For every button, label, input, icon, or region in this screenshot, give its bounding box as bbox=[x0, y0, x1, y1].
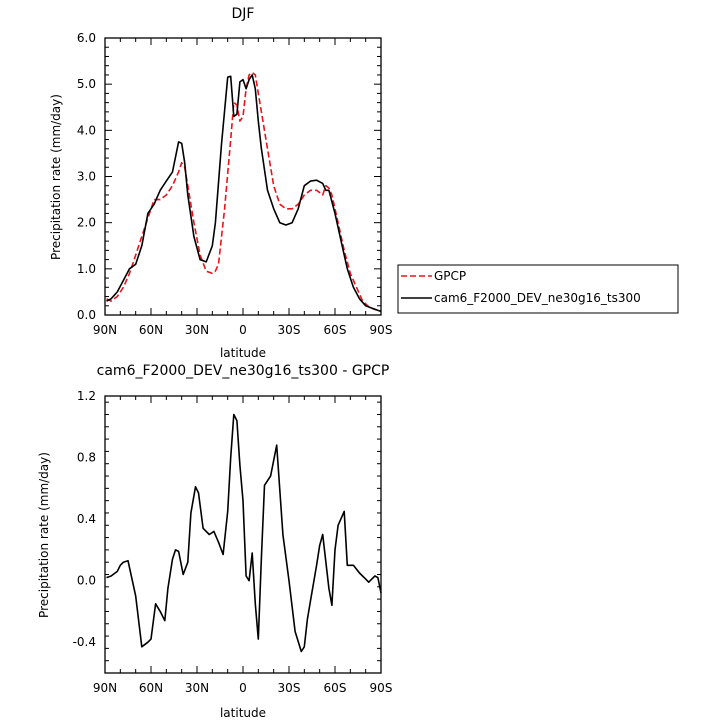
top-x-tick-label: 90N bbox=[93, 323, 117, 337]
bottom-y-axis-label: Precipitation rate (mm/day) bbox=[37, 452, 51, 618]
top-y-tick-label: 1.0 bbox=[77, 262, 96, 276]
bottom-x-tick-label: 60N bbox=[139, 681, 163, 695]
top-x-tick-label: 90S bbox=[370, 323, 393, 337]
bottom-x-tick-label: 0 bbox=[239, 681, 247, 695]
bottom-x-tick-label: 30S bbox=[278, 681, 301, 695]
top-x-tick-label: 30S bbox=[278, 323, 301, 337]
top-y-tick-label: 3.0 bbox=[77, 170, 96, 184]
top-x-axis-label: latitude bbox=[220, 346, 266, 360]
bottom-y-tick-label: 0.4 bbox=[77, 512, 96, 526]
bottom-panel: cam6_F2000_DEV_ne30g16_ts300 - GPCP 90N 6… bbox=[37, 363, 392, 720]
top-x-tick-label: 60N bbox=[139, 323, 163, 337]
top-y-tick-label: 0.0 bbox=[77, 308, 96, 322]
top-axes: 90N 60N 30N 0 30S 60S 90S 0.0 1.0 2.0 3.0 4.0 5.0 6.0 bbox=[77, 31, 393, 337]
bottom-series-group bbox=[106, 413, 382, 653]
top-y-tick-label: 2.0 bbox=[77, 216, 96, 230]
top-x-tick-label: 0 bbox=[239, 323, 247, 337]
legend-cam6-label: cam6_F2000_DEV_ne30g16_ts300 bbox=[434, 291, 641, 305]
top-y-tick-label: 5.0 bbox=[77, 77, 96, 91]
bottom-x-tick-label: 90N bbox=[93, 681, 117, 695]
top-chart-title: DJF bbox=[232, 6, 255, 22]
bottom-plot-frame bbox=[104, 395, 382, 674]
legend-box bbox=[397, 264, 679, 314]
top-x-tick-label: 60S bbox=[324, 323, 347, 337]
legend-gpcp-label: GPCP bbox=[434, 269, 466, 283]
bottom-chart-title: cam6_F2000_DEV_ne30g16_ts300 - GPCP bbox=[97, 363, 390, 379]
bottom-x-tick-label: 90S bbox=[370, 681, 393, 695]
top-y-tick-label: 6.0 bbox=[77, 31, 96, 45]
bottom-y-tick-label: -0.4 bbox=[73, 635, 96, 649]
bottom-x-tick-label: 60S bbox=[324, 681, 347, 695]
bottom-x-axis-label: latitude bbox=[220, 706, 266, 720]
top-y-tick-label: 4.0 bbox=[77, 123, 96, 137]
top-series-line-cam6-f2000-dev-ne30g16-ts300 bbox=[106, 74, 382, 313]
bottom-x-tick-label: 30N bbox=[185, 681, 209, 695]
top-panel: DJF 90N 60N 30N 0 30S 60S 90S 0.0 1.0 2.0 3.0 4.0 5.… bbox=[49, 6, 392, 360]
bottom-axes: 90N 60N 30N 0 30S 60S 90S -0.4 0.0 0.4 0.8 1.2 bbox=[73, 389, 393, 695]
top-series-line-gpcp bbox=[106, 71, 382, 312]
legend: GPCP cam6_F2000_DEV_ne30g16_ts300 bbox=[397, 264, 679, 314]
top-y-axis-label: Precipitation rate (mm/day) bbox=[49, 94, 63, 260]
bottom-y-tick-label: 0.8 bbox=[77, 451, 96, 465]
top-x-tick-label: 30N bbox=[185, 323, 209, 337]
bottom-series-line-0 bbox=[106, 413, 382, 653]
bottom-y-tick-label: 1.2 bbox=[77, 389, 96, 403]
bottom-y-tick-label: 0.0 bbox=[77, 574, 96, 588]
top-series-group bbox=[106, 71, 382, 313]
